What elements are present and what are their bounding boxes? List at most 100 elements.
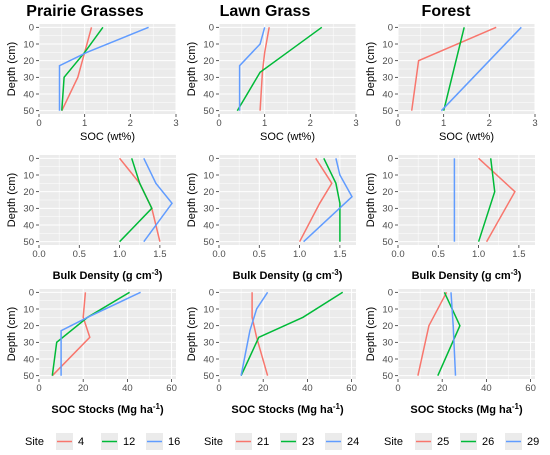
x-tick-label: 0.0: [212, 249, 225, 260]
series-line-site-29: [440, 26, 522, 112]
y-tick-label: 0: [29, 288, 34, 299]
y-tick-label: 20: [382, 187, 393, 198]
x-axis-label-superscript: -1: [153, 402, 161, 411]
x-axis-label: Bulk Density (g cm-3): [412, 268, 522, 282]
x-axis-label: SOC Stocks (Mg ha-1): [410, 402, 523, 416]
legend-1: Site 21 23 24: [204, 433, 359, 450]
y-tick-label: 40: [203, 89, 214, 100]
y-tick-label: 30: [382, 73, 393, 84]
legend-label: 23: [302, 436, 314, 448]
x-tick-label: 40: [122, 383, 133, 394]
x-axis-label: SOC (wt%): [439, 131, 494, 143]
series-line-site-23: [323, 157, 341, 242]
x-tick-label: 3: [173, 118, 178, 129]
x-axis-label-superscript: -3: [332, 268, 340, 277]
series-line-site-26: [477, 158, 496, 242]
x-tick-label: 40: [302, 383, 313, 394]
column-title: Lawn Grass: [220, 3, 311, 20]
y-axis-label: Depth (cm): [365, 307, 377, 361]
legend-0: Site 4 12 16: [25, 433, 180, 450]
y-tick-label: 0: [209, 23, 214, 34]
x-tick-label: 60: [346, 383, 357, 394]
y-tick-label: 10: [23, 39, 34, 50]
y-tick-label: 50: [382, 371, 393, 382]
legend-title: Site: [384, 436, 403, 448]
x-tick-label: 20: [437, 383, 448, 394]
x-tick-label: 40: [481, 383, 492, 394]
series-line-site-16: [58, 26, 149, 111]
x-tick-label: 2: [487, 118, 492, 129]
y-tick-label: 0: [209, 288, 214, 299]
legend-label: 12: [123, 436, 135, 448]
y-axis-label: Depth (cm): [6, 42, 18, 96]
y-tick-label: 50: [23, 106, 34, 117]
y-axis-label: Depth (cm): [6, 307, 18, 361]
x-tick-label: 2: [128, 118, 133, 129]
y-tick-label: 40: [23, 354, 34, 365]
y-tick-label: 10: [382, 304, 393, 315]
x-tick-label: 0: [216, 118, 221, 129]
y-axis-label: Depth (cm): [186, 42, 198, 96]
y-tick-label: 20: [203, 187, 214, 198]
y-tick-label: 10: [203, 39, 214, 50]
x-axis-label-text: Bulk Density (g cm: [233, 270, 332, 282]
y-tick-label: 0: [388, 288, 393, 299]
x-tick-label: 1: [262, 118, 267, 129]
legend-label: 4: [78, 436, 84, 448]
y-tick-label: 50: [23, 371, 34, 382]
y-tick-label: 0: [209, 154, 214, 165]
x-axis-label-suffix: ): [518, 270, 522, 282]
y-tick-label: 20: [203, 321, 214, 332]
panel-2-0: 0 20 40 60 0 10 20 30 40 50 Depth (cm) SOC Stocks (…: [6, 288, 177, 416]
x-tick-label: 0: [395, 383, 400, 394]
series-line-site-12: [119, 158, 153, 243]
y-tick-label: 0: [388, 23, 393, 34]
series-line-site-21: [259, 27, 270, 111]
x-tick-label: 1.5: [333, 249, 346, 260]
y-tick-label: 40: [382, 220, 393, 231]
y-axis-label: Depth (cm): [365, 173, 377, 227]
series-line-site-21: [298, 157, 333, 243]
series-line-site-23: [240, 291, 344, 377]
series-line-site-29: [450, 292, 457, 376]
legend-2: Site 25 26 29: [384, 433, 539, 450]
x-axis-label-superscript: -3: [152, 268, 160, 277]
x-axis-label: SOC (wt%): [80, 131, 135, 143]
legend-label: 26: [482, 436, 494, 448]
y-tick-label: 50: [203, 237, 214, 248]
x-tick-label: 1.0: [472, 249, 485, 260]
y-axis-label: Depth (cm): [186, 307, 198, 361]
legend-label: 29: [527, 436, 539, 448]
x-axis-label-text: SOC (wt%): [260, 131, 315, 143]
x-tick-label: 20: [78, 383, 89, 394]
y-tick-label: 30: [382, 204, 393, 215]
x-tick-label: 0: [216, 383, 221, 394]
x-axis-label: SOC (wt%): [260, 131, 315, 143]
x-axis-label-text: Bulk Density (g cm: [412, 270, 511, 282]
y-tick-label: 0: [388, 154, 393, 165]
y-tick-label: 20: [382, 321, 393, 332]
y-tick-label: 30: [382, 338, 393, 349]
x-axis-label-suffix: ): [340, 404, 344, 416]
y-tick-label: 20: [23, 187, 34, 198]
series-line-site-4: [51, 292, 91, 377]
y-tick-label: 30: [203, 338, 214, 349]
panel-2-2: 0 20 40 60 0 10 20 30 40 50 Depth (cm) SOC Stocks (…: [365, 288, 536, 416]
x-axis-label: Bulk Density (g cm-3): [53, 268, 163, 282]
y-tick-label: 30: [23, 73, 34, 84]
series-line-site-24: [240, 291, 269, 376]
panel-2-1: 0 20 40 60 0 10 20 30 40 50 Depth (cm) SOC Stocks (…: [186, 288, 357, 416]
y-tick-label: 40: [23, 89, 34, 100]
x-tick-label: 60: [166, 383, 177, 394]
series-line-site-24: [238, 27, 266, 111]
series-line-site-21: [251, 292, 269, 376]
y-tick-label: 20: [203, 56, 214, 67]
series-line-site-12: [61, 26, 104, 111]
y-tick-label: 10: [382, 170, 393, 181]
series-line-site-24: [303, 158, 353, 243]
legend-label: 16: [168, 436, 180, 448]
y-tick-label: 10: [23, 304, 34, 315]
x-tick-label: 3: [353, 118, 358, 129]
